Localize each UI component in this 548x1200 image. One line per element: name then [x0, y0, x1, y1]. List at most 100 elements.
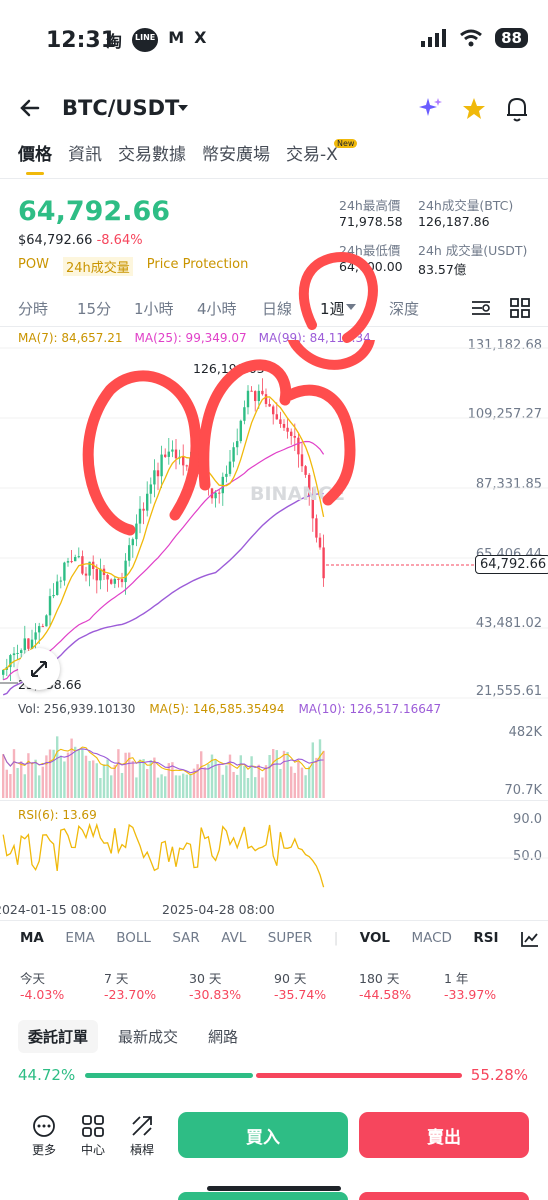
volume-bar	[293, 772, 296, 798]
price-axis-label: 43,481.02	[475, 616, 542, 631]
volume-bar	[146, 769, 149, 798]
volume-bar	[225, 765, 228, 798]
chart-settings-icon[interactable]	[520, 930, 540, 948]
volume-bar	[218, 764, 221, 798]
volume-bar	[174, 775, 178, 798]
volume-bar	[282, 750, 286, 798]
leverage-button[interactable]: 槓桿	[122, 1114, 162, 1158]
perf-value: -4.03%	[20, 987, 65, 1002]
candle-body	[232, 447, 235, 462]
volume-bar	[264, 765, 268, 798]
time-axis-label: 2024-01-15 08:00	[0, 902, 107, 917]
divider	[0, 326, 548, 327]
candle-body	[128, 545, 131, 561]
indicator-rsi[interactable]: RSI	[473, 930, 499, 946]
buy-ratio-bar	[85, 1073, 253, 1078]
indicator-settings-icon[interactable]	[470, 299, 492, 317]
ma-legend: MA(7): 84,657.21 MA(25): 99,349.07 MA(99…	[18, 331, 371, 345]
candle-body	[74, 557, 77, 562]
rsi-legend: RSI(6): 13.69	[18, 808, 97, 822]
interval-15m[interactable]: 15分	[77, 300, 112, 318]
buy-button[interactable]: 買入	[178, 1112, 348, 1158]
perf-180d: 180 天 -44.58%	[359, 968, 411, 1002]
interval-time[interactable]: 分時	[18, 300, 49, 318]
new-badge: New	[334, 139, 358, 148]
candle-body	[236, 441, 239, 448]
candle-body	[16, 652, 19, 654]
gmail-icon: M	[168, 28, 185, 47]
last-price: 64,792.66	[18, 196, 171, 227]
candle-body	[41, 626, 44, 628]
fullscreen-button[interactable]	[18, 648, 60, 690]
tab-network[interactable]: 網路	[208, 1028, 239, 1046]
candle-body	[142, 508, 145, 511]
interval-1h[interactable]: 1小時	[134, 300, 174, 318]
interval-4h[interactable]: 4小時	[197, 300, 237, 318]
tab-orders[interactable]: 委託訂單	[18, 1020, 99, 1053]
center-button[interactable]: 中心	[73, 1114, 113, 1158]
interval-1w[interactable]: 1週	[320, 300, 345, 318]
indicator-vol[interactable]: VOL	[359, 930, 391, 946]
volume-bar	[232, 771, 235, 798]
candle-body	[174, 449, 178, 459]
tag-24h-volume[interactable]: 24h成交量	[62, 257, 133, 276]
indicator-ma[interactable]: MA	[20, 930, 44, 946]
candle-body	[297, 437, 300, 455]
interval-1d[interactable]: 日線	[262, 300, 293, 318]
layout-grid-icon[interactable]	[510, 298, 530, 318]
volume-chart[interactable]	[0, 720, 548, 800]
volume-ma5-line	[2, 746, 325, 776]
tab-square[interactable]: 幣安廣場	[202, 145, 270, 165]
volume-bar	[221, 774, 224, 798]
pair-selector[interactable]: BTC/USDT	[62, 96, 180, 120]
candle-body	[135, 523, 138, 540]
rsi-chart[interactable]	[0, 820, 548, 900]
volume-bar	[297, 760, 300, 798]
tab-trade-x[interactable]: 交易-X	[286, 145, 338, 165]
volume-bar	[250, 756, 253, 798]
volume-bar	[52, 749, 55, 798]
buy-button-ghost	[178, 1192, 348, 1200]
indicator-super[interactable]: SUPER	[267, 930, 313, 946]
volume-bar	[16, 767, 19, 798]
bell-icon[interactable]	[504, 95, 530, 123]
volume-bar	[254, 777, 257, 798]
volume-bar	[207, 764, 210, 798]
tab-latest-trades[interactable]: 最新成交	[118, 1028, 179, 1046]
tab-trading-data[interactable]: 交易數據	[118, 145, 186, 165]
indicator-boll[interactable]: BOLL	[116, 930, 151, 946]
more-button[interactable]: 更多	[24, 1114, 64, 1158]
tab-info[interactable]: 資訊	[68, 145, 102, 165]
candle-body	[138, 508, 142, 524]
rsi-axis-label: 90.0	[513, 812, 542, 827]
candle-body	[300, 454, 304, 467]
tag-row: POW 24h成交量 Price Protection	[18, 257, 248, 276]
center-label: 中心	[80, 1143, 105, 1157]
candle-body	[167, 451, 170, 457]
indicator-macd[interactable]: MACD	[411, 930, 452, 946]
indicator-ema[interactable]: EMA	[65, 930, 95, 946]
volume-bar	[102, 764, 106, 798]
chevron-down-icon[interactable]	[176, 101, 190, 115]
tab-price[interactable]: 價格	[18, 145, 52, 165]
interval-depth[interactable]: 深度	[389, 300, 420, 318]
indicator-sar[interactable]: SAR	[172, 930, 200, 946]
volume-bar	[246, 777, 250, 798]
volume-bar	[196, 764, 199, 798]
caret-down-icon[interactable]	[346, 304, 356, 312]
volume-bar	[2, 754, 5, 798]
volume-bar	[66, 752, 70, 798]
candle-body	[66, 561, 70, 563]
candle-body	[282, 423, 286, 428]
back-icon[interactable]	[18, 96, 42, 124]
candle-body	[34, 632, 37, 640]
indicator-avl[interactable]: AVL	[221, 930, 247, 946]
volume-bar	[228, 754, 232, 798]
tag-price-protection[interactable]: Price Protection	[146, 257, 249, 272]
sell-button[interactable]: 賣出	[359, 1112, 529, 1158]
tag-pow[interactable]: POW	[18, 257, 49, 272]
star-icon[interactable]	[461, 96, 487, 122]
candlestick-chart[interactable]: BINANCE 126,199.63 25,538.66	[0, 340, 548, 700]
candle-body	[38, 626, 41, 633]
ai-sparkle-icon[interactable]	[418, 96, 444, 122]
